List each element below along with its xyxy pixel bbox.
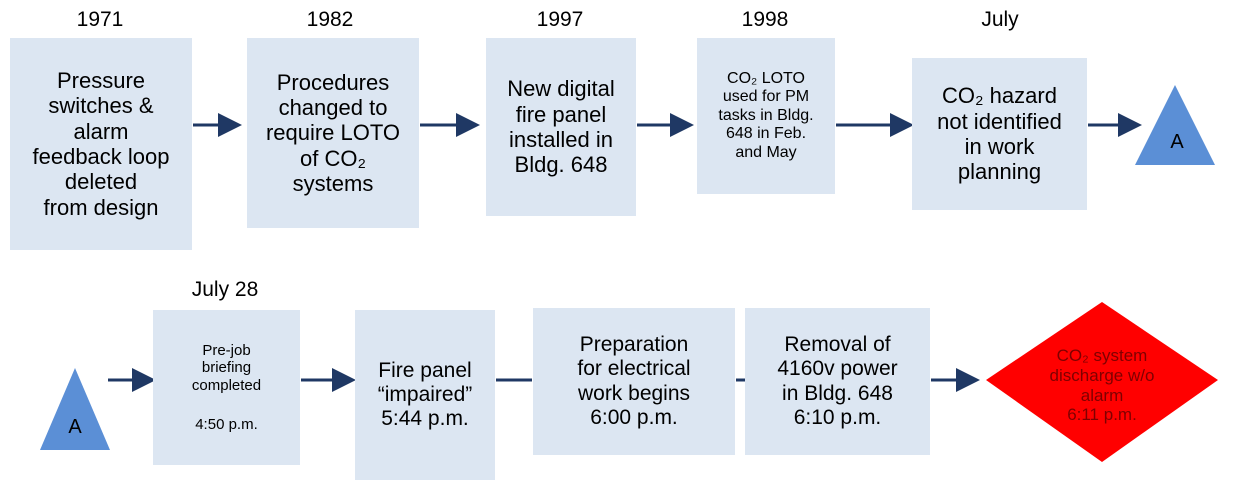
event-date: 1971 — [76, 8, 124, 31]
event-text: alarm — [1080, 385, 1124, 405]
event-box: Procedures changed to require LOTO of CO₂ sy… — [247, 38, 419, 228]
event-time: 6:10 p.m. — [793, 405, 882, 429]
event-text: Pressure — [56, 68, 146, 94]
event-text: require LOTO — [265, 120, 401, 146]
event-text: 648 in Feb. — [725, 125, 807, 143]
event-text: alarm — [73, 118, 129, 144]
connector-label: A — [68, 416, 82, 438]
event-text: tasks in Bldg. — [718, 106, 814, 124]
event-text: briefing — [201, 359, 252, 377]
event-text: New digital — [507, 76, 615, 102]
event-text: systems — [292, 170, 374, 196]
event-text: feedback loop — [32, 144, 170, 169]
connector-label: A — [1170, 131, 1184, 153]
event-box: Fire panel “impaired” 5:44 p.m. — [355, 310, 495, 480]
event-text: planning — [957, 159, 1042, 185]
event-text: in Bldg. 648 — [782, 381, 893, 405]
event-text: CO₂ hazard — [942, 83, 1057, 109]
event-box: New digital fire panel installed in Bldg. 6… — [486, 38, 636, 216]
event-box: Preparation for electrical work begins 6:00… — [533, 308, 735, 455]
event-text: Pre-job — [202, 342, 251, 359]
final-diamond — [986, 302, 1218, 462]
event-text: in work — [964, 134, 1035, 159]
event-box: Pre-job briefing completed 4:50 p.m. — [153, 310, 300, 465]
event-text: Bldg. 648 — [514, 152, 608, 178]
event-text: used for PM — [722, 88, 810, 106]
event-box: CO₂ hazard not identified in work planning — [912, 58, 1087, 210]
event-text: CO₂ system — [1056, 346, 1148, 366]
arrows — [108, 113, 1142, 392]
event-text: Preparation — [579, 333, 689, 357]
event-date: 1997 — [536, 8, 584, 31]
event-box: Pressure switches & alarm feedback loop dele… — [10, 38, 192, 250]
event-text: Fire panel — [378, 358, 472, 382]
event-text: for electrical — [577, 357, 691, 381]
event-time: 5:44 p.m. — [381, 407, 469, 431]
event-time: 4:50 p.m. — [195, 415, 258, 433]
event-text: from design — [43, 194, 159, 220]
event-text: of CO₂ — [300, 145, 366, 171]
event-text: work begins — [577, 381, 691, 405]
event-text: switches & — [48, 93, 154, 119]
event-box: Removal of 4160v power in Bldg. 648 6:10 p.… — [745, 308, 930, 455]
event-text: CO₂ LOTO — [727, 70, 805, 88]
event-text: discharge w/o — [1049, 365, 1155, 385]
event-date: 1982 — [306, 8, 354, 31]
event-text: changed to — [278, 95, 388, 121]
event-text: fire panel — [515, 101, 607, 127]
event-text: 4160v power — [777, 357, 898, 381]
event-text: installed in — [509, 127, 613, 152]
event-text: not identified — [937, 108, 1062, 134]
event-box: CO₂ LOTO used for PM tasks in Bldg. 648 in … — [697, 38, 835, 194]
connector-triangle — [1135, 85, 1215, 165]
event-date: July — [981, 8, 1019, 31]
final-event: CO₂ system discharge w/o alarm 6:11 p.m. — [1022, 328, 1182, 443]
event-text: Removal of — [784, 333, 891, 357]
event-time: 6:11 p.m. — [1067, 405, 1137, 425]
event-time: 6:00 p.m. — [590, 405, 678, 429]
event-text: completed — [191, 376, 262, 394]
event-date: 1998 — [741, 8, 789, 31]
event-text: Procedures — [276, 69, 390, 95]
row2-date: July 28 — [191, 278, 259, 301]
event-text: deleted — [64, 169, 138, 195]
connector-triangle — [40, 368, 110, 450]
event-text: “impaired” — [377, 382, 473, 406]
event-text: and May — [735, 143, 797, 161]
